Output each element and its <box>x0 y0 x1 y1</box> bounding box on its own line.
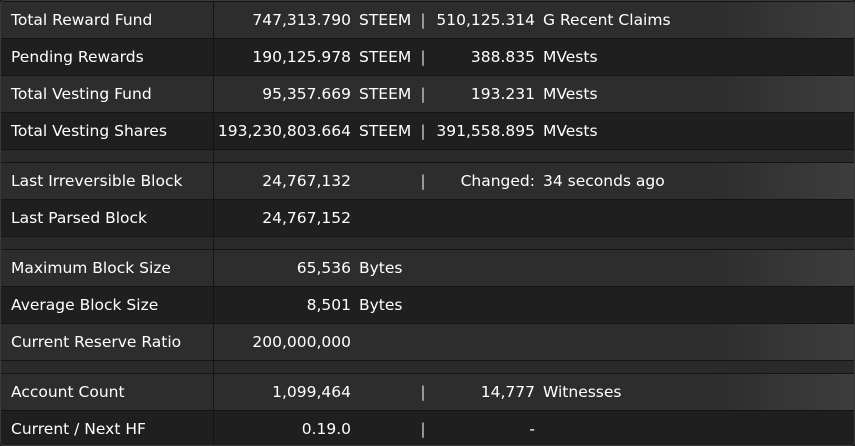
stat-row: Maximum Block Size 65,536 Bytes <box>1 249 854 287</box>
stat-secondary-value: 391,558.895 <box>433 112 535 150</box>
stat-secondary-value: 388.835 <box>433 38 535 76</box>
stat-row: Average Block Size 8,501 Bytes <box>1 286 854 324</box>
stat-row: Account Count 1,099,464 | 14,777 Witnesses <box>1 373 854 411</box>
column-separator: | <box>413 38 433 76</box>
column-separator: | <box>413 1 433 39</box>
stat-unit: STEEM <box>351 75 413 113</box>
stat-unit <box>351 199 413 237</box>
stat-unit <box>351 373 413 411</box>
column-separator <box>413 199 433 237</box>
stat-row: Current / Next HF 0.19.0 | - <box>1 410 854 445</box>
section-divider <box>1 236 854 250</box>
divider-cell <box>1 149 214 163</box>
stat-secondary-unit: G Recent Claims <box>535 1 854 39</box>
section-divider <box>1 360 854 374</box>
section-divider <box>1 149 854 163</box>
column-separator: | <box>413 75 433 113</box>
stat-secondary-value: 14,777 <box>433 373 535 411</box>
stat-secondary-value: Changed: <box>433 162 535 200</box>
column-separator <box>413 249 433 287</box>
stat-secondary-unit: MVests <box>535 112 854 150</box>
column-separator: | <box>413 410 433 445</box>
divider-cell <box>213 236 854 250</box>
stat-value: 8,501 <box>213 286 351 324</box>
stat-value: 1,099,464 <box>213 373 351 411</box>
column-separator <box>413 323 433 361</box>
stat-secondary-value <box>433 199 535 237</box>
divider-cell <box>213 360 854 374</box>
stat-row: Total Vesting Fund 95,357.669 STEEM | 193.23… <box>1 75 854 113</box>
stat-value: 95,357.669 <box>213 75 351 113</box>
stat-secondary-value <box>433 323 535 361</box>
stat-value: 193,230,803.664 <box>213 112 351 150</box>
stat-label: Pending Rewards <box>1 38 214 76</box>
stat-secondary-value: 510,125.314 <box>433 1 535 39</box>
divider-cell <box>1 236 214 250</box>
stat-label: Last Parsed Block <box>1 199 214 237</box>
stat-unit: STEEM <box>351 38 413 76</box>
stat-value: 24,767,152 <box>213 199 351 237</box>
column-separator: | <box>413 373 433 411</box>
stat-value: 747,313.790 <box>213 1 351 39</box>
stat-unit: STEEM <box>351 1 413 39</box>
stat-secondary-unit: MVests <box>535 38 854 76</box>
stat-secondary-unit: Witnesses <box>535 373 854 411</box>
stat-row: Total Reward Fund 747,313.790 STEEM | 510,12… <box>1 1 854 39</box>
stat-secondary-unit <box>535 249 854 287</box>
stat-secondary-unit <box>535 410 854 445</box>
stat-unit: Bytes <box>351 249 413 287</box>
stat-row: Last Parsed Block 24,767,152 <box>1 199 854 237</box>
stat-secondary-value <box>433 249 535 287</box>
stat-unit: Bytes <box>351 286 413 324</box>
stat-value: 65,536 <box>213 249 351 287</box>
stat-row: Last Irreversible Block 24,767,132 | Change… <box>1 162 854 200</box>
column-separator: | <box>413 162 433 200</box>
stat-unit <box>351 162 413 200</box>
stat-secondary-value: 193.231 <box>433 75 535 113</box>
divider-cell <box>1 360 214 374</box>
stat-secondary-unit: 34 seconds ago <box>535 162 854 200</box>
stat-label: Maximum Block Size <box>1 249 214 287</box>
stat-unit: STEEM <box>351 112 413 150</box>
stat-label: Total Vesting Fund <box>1 75 214 113</box>
stat-secondary-unit: MVests <box>535 75 854 113</box>
stat-row: Current Reserve Ratio 200,000,000 <box>1 323 854 361</box>
stat-secondary-unit <box>535 199 854 237</box>
column-separator: | <box>413 112 433 150</box>
stat-value: 200,000,000 <box>213 323 351 361</box>
stat-label: Total Reward Fund <box>1 1 214 39</box>
stat-label: Total Vesting Shares <box>1 112 214 150</box>
stat-secondary-unit <box>535 323 854 361</box>
stat-secondary-value: - <box>433 410 535 445</box>
stat-row: Pending Rewards 190,125.978 STEEM | 388.835 M… <box>1 38 854 76</box>
stat-label: Account Count <box>1 373 214 411</box>
stat-label: Current Reserve Ratio <box>1 323 214 361</box>
stat-secondary-unit <box>535 286 854 324</box>
stat-unit <box>351 410 413 445</box>
stat-label: Current / Next HF <box>1 410 214 445</box>
stat-label: Average Block Size <box>1 286 214 324</box>
stat-row: Total Vesting Shares 193,230,803.664 STEEM… <box>1 112 854 150</box>
column-separator <box>413 286 433 324</box>
stat-value: 0.19.0 <box>213 410 351 445</box>
stat-label: Last Irreversible Block <box>1 162 214 200</box>
stat-value: 24,767,132 <box>213 162 351 200</box>
stat-value: 190,125.978 <box>213 38 351 76</box>
divider-cell <box>213 149 854 163</box>
stat-unit <box>351 323 413 361</box>
stat-secondary-value <box>433 286 535 324</box>
